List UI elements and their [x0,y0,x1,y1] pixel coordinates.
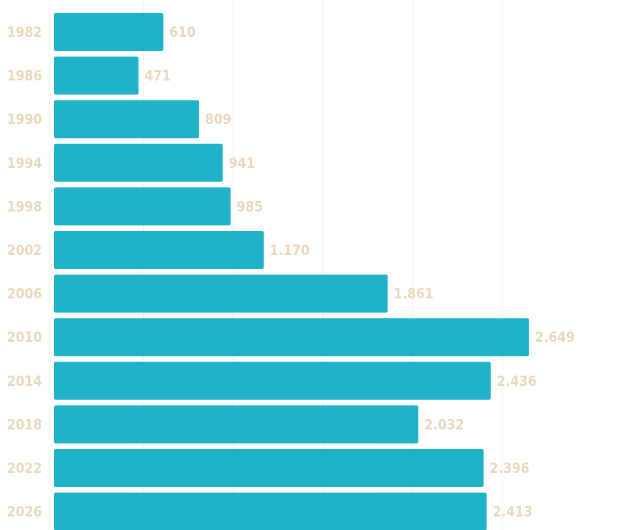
bar-1982 [54,13,164,51]
tick-label-2014: 2014 [7,374,42,390]
bar-1990 [54,100,200,139]
tick-label-1982: 1982 [7,25,42,41]
bar-1986 [54,56,139,95]
tick-label-2022: 2022 [7,461,42,477]
bar-2010 [54,318,529,357]
data-label-2014: 2.436 [497,374,537,390]
bar-2022 [54,449,484,487]
tick-label-1986: 1986 [7,69,42,85]
bar-2006 [54,274,388,313]
bars [54,13,529,530]
bar-2018 [54,405,419,444]
tick-label-1994: 1994 [7,156,42,172]
data-label-2026: 2.413 [493,505,533,521]
data-label-1990: 809 [205,112,231,128]
tick-label-2026: 2026 [7,505,42,521]
data-label-2010: 2.649 [535,330,575,346]
category-tick-labels: 1982 1986 1990 1994 1998 2002 2006 2010 2014 2018… [7,25,42,521]
data-label-2018: 2.032 [424,417,464,433]
data-label-2022: 2.396 [490,461,530,477]
data-label-1998: 985 [237,199,263,215]
tick-label-2010: 2010 [7,330,42,346]
tick-label-2006: 2006 [7,287,42,303]
tick-label-1990: 1990 [7,112,42,128]
data-label-1986: 471 [144,69,170,85]
tick-label-1998: 1998 [7,199,42,215]
data-label-2002: 1.170 [270,243,310,259]
data-label-1982: 610 [169,25,196,41]
data-labels: 610 471 809 941 985 1.170 1.861 2.649 2.436 2.032… [144,25,574,521]
bar-1998 [54,187,231,226]
bar-2026 [54,492,487,530]
bar-1994 [54,143,223,182]
tick-label-2018: 2018 [7,417,42,433]
bar-2002 [54,231,264,269]
tick-label-2002: 2002 [7,243,42,259]
data-label-2006: 1.861 [394,287,434,303]
data-label-1994: 941 [229,156,255,172]
bar-2014 [54,361,491,400]
